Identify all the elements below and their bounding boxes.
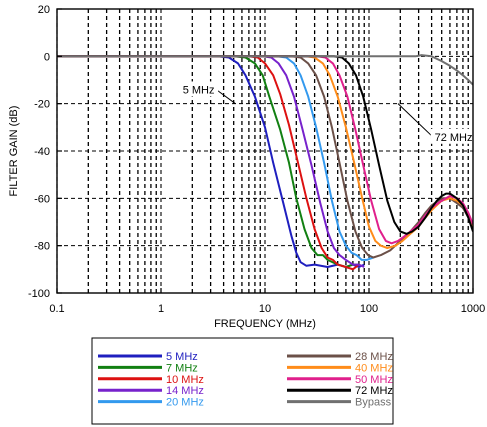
y-tick-label: 20 — [38, 4, 50, 16]
series-line-bypass — [57, 54, 473, 86]
annotation-label: 72 MHz — [435, 132, 473, 144]
y-tick-label: 0 — [44, 51, 50, 63]
series-lines — [57, 54, 473, 271]
series-line-20-mhz — [57, 55, 374, 261]
annotations: 5 MHz 72 MHz — [179, 81, 477, 144]
y-tick-label: -100 — [28, 288, 50, 300]
y-tick-label: -40 — [34, 146, 50, 158]
annotation-background — [179, 81, 219, 97]
series-line-72-mhz — [57, 55, 473, 235]
legend-label: 72 MHz — [355, 385, 393, 397]
y-tick-label: -80 — [34, 241, 50, 253]
y-axis-label: FILTER GAIN (dB) — [8, 106, 20, 197]
series-line-14-mhz — [57, 55, 365, 268]
legend-box — [91, 337, 394, 425]
annotation-background — [430, 128, 477, 144]
x-tick-label: 0.1 — [49, 303, 64, 315]
x-tick-label: 1 — [158, 303, 164, 315]
grid-lines — [56, 8, 473, 294]
x-tick-label: 1000 — [461, 303, 485, 315]
legend-label: 50 MHz — [355, 374, 393, 386]
x-tick-label: 10 — [259, 303, 271, 315]
x-axis-label: FREQUENCY (MHz) — [214, 318, 316, 330]
legend-label: Bypass — [355, 397, 392, 409]
y-tick-label: -60 — [34, 193, 50, 205]
series-line-40-mhz — [57, 55, 473, 249]
axis-ticks: 0.1 1 10 100 1000 20 0 -20 -40 -60 -80 -100 — [28, 4, 485, 315]
legend-label: 14 MHz — [166, 385, 204, 397]
legend-label: 5 MHz — [166, 351, 198, 363]
legend-label: 40 MHz — [355, 362, 393, 374]
legend-label: 10 MHz — [166, 374, 204, 386]
y-tick-label: -20 — [34, 99, 50, 111]
annotation-leader-line — [215, 89, 236, 105]
legend-label: 7 MHz — [166, 362, 198, 374]
annotation-leader-line — [397, 103, 434, 138]
series-line-10-mhz — [57, 55, 360, 271]
legend-label: 28 MHz — [355, 351, 393, 363]
legend-label: 20 MHz — [166, 397, 204, 409]
annotation-label: 5 MHz — [183, 84, 215, 96]
series-line-50-mhz — [57, 55, 473, 245]
x-tick-label: 100 — [360, 303, 378, 315]
